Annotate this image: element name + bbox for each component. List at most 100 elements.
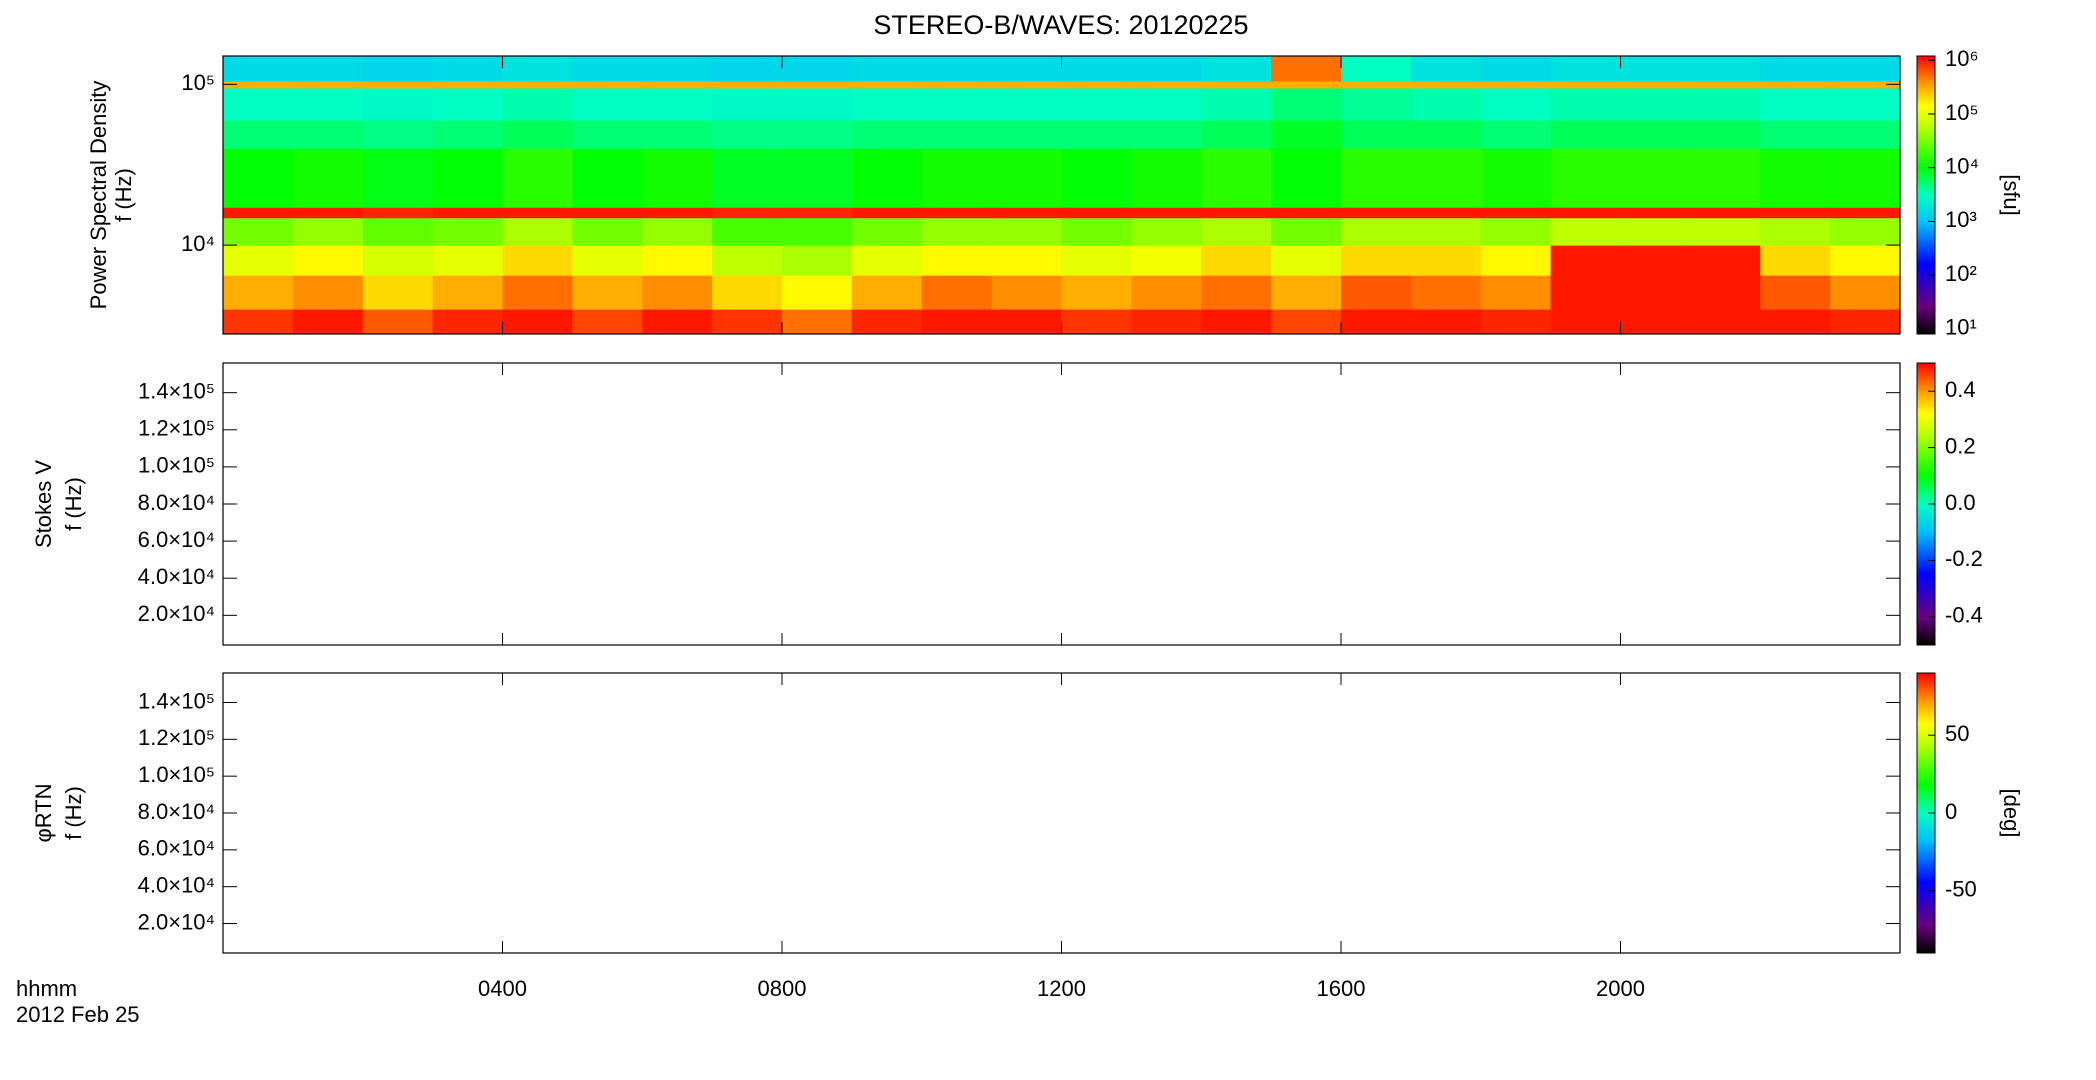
- heatmap-cell: [1550, 148, 1621, 208]
- heatmap-cell: [1760, 245, 1831, 276]
- heatmap-cell: [502, 80, 573, 89]
- heatmap-cell: [1690, 87, 1761, 121]
- heatmap-cell: [502, 148, 573, 208]
- heatmap-cell: [1341, 56, 1412, 82]
- heatmap-cell: [1131, 148, 1202, 208]
- colorbar-tick-label: 10²: [1945, 261, 1977, 286]
- heatmap-cell: [362, 119, 434, 149]
- heatmap-cell: [1550, 207, 1621, 219]
- y-tick-label: 1.4×10⁵: [138, 378, 215, 403]
- x-axis-label: 2012 Feb 25: [16, 1002, 140, 1027]
- heatmap-cell: [782, 207, 853, 219]
- heatmap-cell: [782, 148, 853, 208]
- heatmap-cell: [1550, 217, 1621, 246]
- heatmap-cell: [1480, 217, 1552, 246]
- heatmap-cell: [432, 87, 503, 121]
- heatmap-cell: [921, 245, 993, 276]
- heatmap-cell: [1760, 207, 1831, 219]
- heatmap-cell: [502, 87, 573, 121]
- heatmap-cell: [991, 207, 1062, 219]
- y-axis-label: φRTN: [31, 783, 56, 842]
- y-tick-label: 4.0×10⁴: [138, 872, 215, 897]
- heatmap-cell: [1690, 217, 1761, 246]
- heatmap-cell: [1341, 148, 1412, 208]
- heatmap-cell: [432, 245, 503, 276]
- heatmap-cell: [1830, 245, 1901, 276]
- heatmap-cell: [1410, 80, 1482, 89]
- heatmap-cell: [1410, 148, 1482, 208]
- x-tick-label: 1200: [1037, 976, 1086, 1001]
- heatmap-cell: [292, 80, 364, 89]
- heatmap-cell: [1410, 207, 1482, 219]
- heatmap-cell: [362, 217, 434, 246]
- heatmap-cell: [1341, 207, 1412, 219]
- colorbar: [1916, 55, 1936, 335]
- heatmap-cell: [1760, 148, 1831, 208]
- heatmap-cell: [1480, 87, 1552, 121]
- colorbar-tick-label: 0.4: [1945, 377, 1976, 402]
- heatmap-cell: [1620, 207, 1691, 219]
- heatmap-cell: [1410, 245, 1482, 276]
- y-tick-label: 8.0×10⁴: [138, 799, 215, 824]
- heatmap-cell: [1061, 119, 1132, 149]
- heatmap-cell: [572, 119, 643, 149]
- heatmap-cell: [432, 207, 503, 219]
- heatmap-cell: [292, 245, 364, 276]
- heatmap-cell: [1550, 56, 1621, 82]
- heatmap-cell: [572, 245, 643, 276]
- heatmap-cell: [991, 245, 1062, 276]
- heatmap-cell: [1480, 119, 1552, 149]
- heatmap-cell: [782, 309, 853, 335]
- heatmap-cell: [362, 56, 434, 82]
- heatmap-cell: [502, 309, 573, 335]
- heatmap-cell: [782, 245, 853, 276]
- heatmap-cell: [1690, 275, 1761, 310]
- heatmap-cell: [712, 217, 783, 246]
- heatmap-cell: [1760, 80, 1831, 89]
- heatmap-cell: [782, 80, 853, 89]
- heatmap-cell: [223, 80, 294, 89]
- heatmap-cell: [1620, 309, 1691, 335]
- heatmap-cell: [782, 87, 853, 121]
- heatmap-cell: [991, 309, 1062, 335]
- heatmap-cell: [1201, 245, 1272, 276]
- heatmap-cell: [782, 275, 853, 310]
- heatmap-cell: [1341, 87, 1412, 121]
- heatmap-cell: [642, 87, 713, 121]
- heatmap-cell: [991, 275, 1062, 310]
- heatmap-cell: [921, 119, 993, 149]
- heatmap-cell: [782, 56, 853, 82]
- heatmap-cell: [851, 207, 923, 219]
- heatmap-cell: [921, 56, 993, 82]
- heatmap-cell: [502, 119, 573, 149]
- y-tick-label: 10⁴: [181, 231, 215, 256]
- heatmap-cell: [1410, 119, 1482, 149]
- heatmap-cell: [1760, 275, 1831, 310]
- heatmap-cell: [1201, 275, 1272, 310]
- heatmap-cell: [1201, 148, 1272, 208]
- heatmap-cell: [851, 148, 923, 208]
- heatmap-cell: [851, 217, 923, 246]
- heatmap-cell: [292, 207, 364, 219]
- heatmap-cell: [1480, 56, 1552, 82]
- heatmap-cell: [921, 309, 993, 335]
- heatmap-cell: [991, 87, 1062, 121]
- heatmap-cell: [642, 56, 713, 82]
- heatmap-cell: [782, 217, 853, 246]
- heatmap-cell: [991, 119, 1062, 149]
- y-tick-label: 2.0×10⁴: [138, 909, 215, 934]
- heatmap-cell: [223, 87, 294, 121]
- heatmap-cell: [1061, 207, 1132, 219]
- heatmap-cell: [1830, 309, 1901, 335]
- heatmap-cell: [292, 56, 364, 82]
- heatmap-cell: [1131, 80, 1202, 89]
- heatmap-cell: [1271, 275, 1342, 310]
- heatmap-cell: [1271, 87, 1342, 121]
- y-tick-label: 4.0×10⁴: [138, 564, 215, 589]
- colorbar-tick-label: 10¹: [1945, 315, 1977, 340]
- heatmap-cell: [712, 207, 783, 219]
- colorbar-tick-label: 10⁵: [1945, 100, 1979, 125]
- heatmap-cell: [362, 207, 434, 219]
- heatmap-cell: [1341, 245, 1412, 276]
- heatmap-cell: [572, 217, 643, 246]
